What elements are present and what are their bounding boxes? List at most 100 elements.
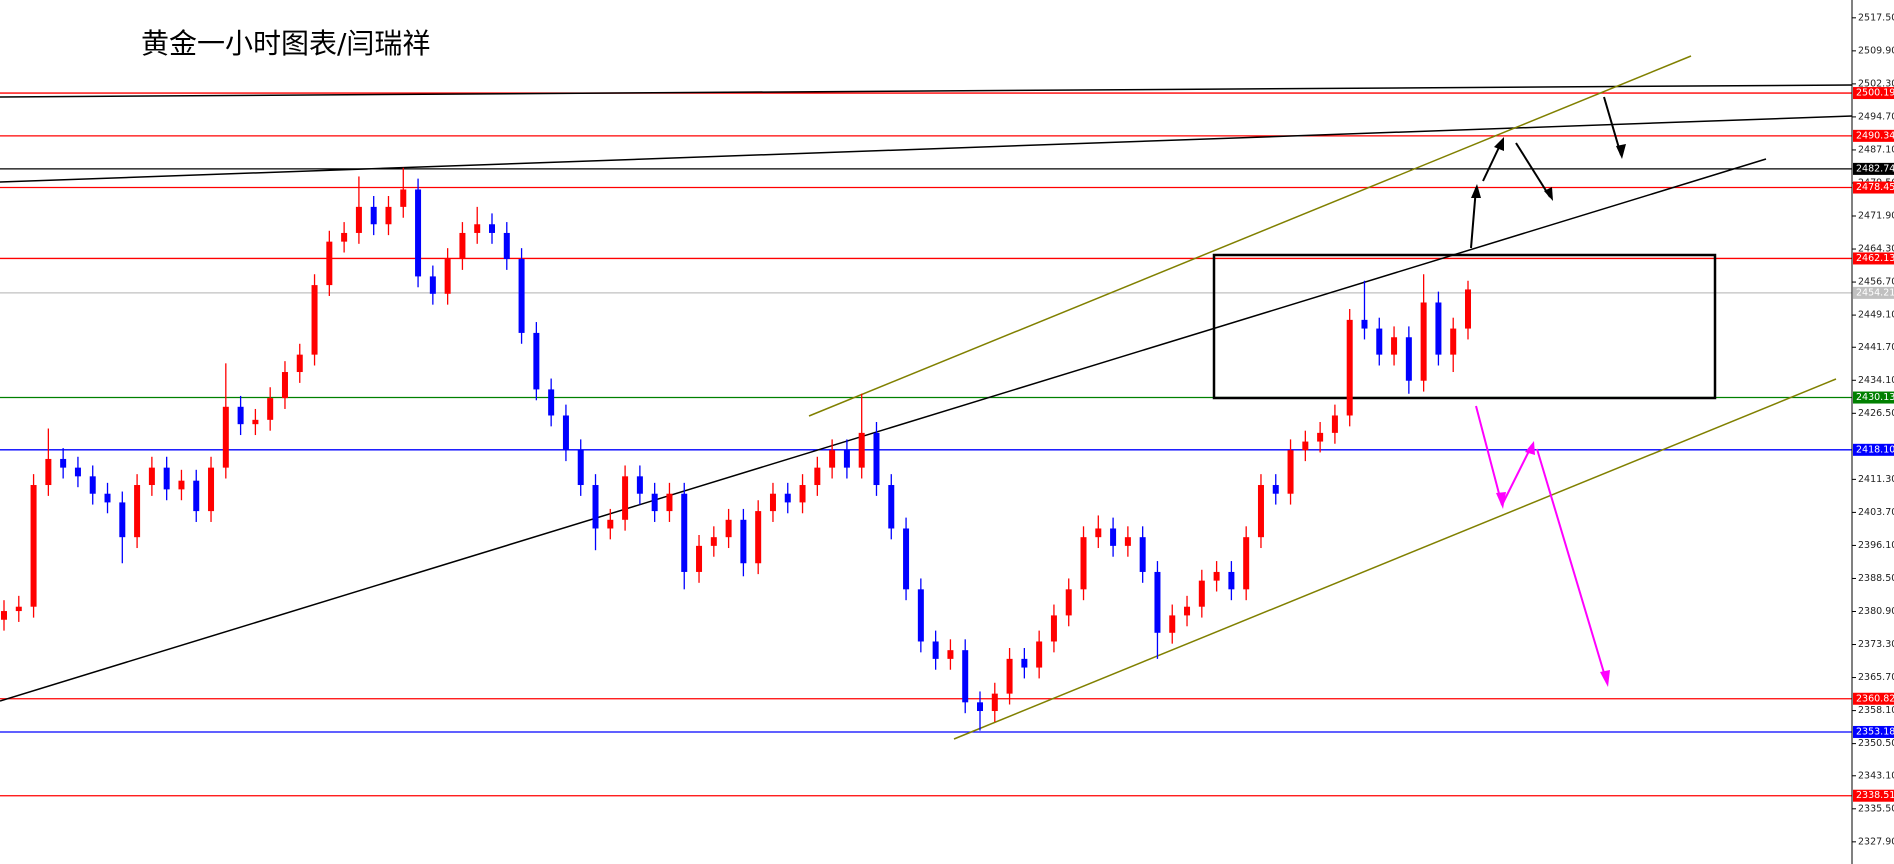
y-tick-label: 2403.70: [1858, 507, 1894, 518]
black-arrows: [1470, 96, 1622, 249]
level-label: 2490.34: [1856, 130, 1894, 141]
candle-body: [429, 276, 436, 294]
level-label: 2360.82: [1856, 693, 1894, 704]
candle-body: [74, 467, 81, 477]
candle-body: [400, 189, 407, 207]
candle-body: [163, 467, 170, 490]
level-label: 2338.51: [1856, 790, 1894, 801]
candle-body: [710, 537, 717, 546]
candle-body: [222, 406, 229, 468]
candle-body: [843, 450, 850, 468]
candle-body: [1420, 302, 1427, 381]
arrow-head: [1544, 187, 1553, 201]
candle-body: [622, 476, 629, 520]
candle-body: [903, 528, 910, 590]
candle-body: [1184, 606, 1191, 616]
candle-body: [1139, 537, 1146, 572]
candle-body: [917, 589, 924, 642]
candle-body: [252, 419, 259, 425]
candle-body: [370, 206, 377, 225]
candle-body: [799, 485, 806, 503]
y-tick-label: 2434.10: [1858, 375, 1894, 386]
candle-body: [829, 450, 836, 468]
candles: [1, 167, 1471, 731]
candle-body: [1361, 319, 1368, 329]
candle-body: [459, 232, 466, 260]
black-arrow-heads: [1471, 137, 1626, 201]
trend-line: [0, 158, 1767, 702]
candle-body: [1302, 441, 1309, 451]
candle-body: [1450, 328, 1457, 355]
y-tick-label: 2426.50: [1858, 408, 1894, 419]
candle-body: [1036, 641, 1043, 668]
level-tag: [1853, 129, 1894, 142]
candle-body: [326, 241, 333, 286]
level-tag: [1853, 443, 1894, 456]
y-tick-label: 2509.90: [1858, 45, 1894, 56]
level-tag: [1853, 252, 1894, 265]
y-tick-label: 2327.90: [1858, 836, 1894, 847]
candle-body: [208, 467, 215, 512]
candle-body: [119, 502, 126, 538]
candle-body: [1331, 415, 1338, 433]
y-tick-label: 2380.90: [1858, 606, 1894, 617]
y-tick-label: 2350.50: [1858, 738, 1894, 749]
magenta-arrow-heads: [1496, 441, 1610, 687]
y-tick-label: 2411.30: [1858, 474, 1894, 485]
channel-line: [953, 378, 1837, 740]
y-tick-label: 2494.70: [1858, 111, 1894, 122]
candle-body: [1095, 528, 1102, 538]
candle-body: [104, 493, 111, 503]
candle-body: [15, 606, 22, 612]
candle-body: [607, 519, 614, 529]
candle-body: [1110, 528, 1117, 546]
candle-body: [1257, 485, 1264, 538]
level-label: 2430.13: [1856, 392, 1894, 403]
candle-body: [533, 332, 540, 390]
candle-body: [814, 467, 821, 486]
level-tag: [1853, 181, 1894, 194]
candle-body: [267, 398, 274, 420]
level-label: 2462.13: [1856, 253, 1894, 264]
y-tick-label: 2517.50: [1858, 12, 1894, 23]
candle-body: [1006, 658, 1013, 694]
channel-line: [808, 55, 1692, 417]
arrow-head: [1600, 670, 1610, 687]
candle-body: [577, 450, 584, 486]
candle-body: [1287, 450, 1294, 494]
candle-body: [1065, 589, 1072, 616]
y-tick-label: 2335.50: [1858, 803, 1894, 814]
candle-body: [1021, 658, 1028, 668]
candle-body: [385, 206, 392, 225]
magenta-arrows: [1475, 405, 1608, 684]
candle-body: [681, 493, 688, 572]
y-tick-label: 2471.90: [1858, 211, 1894, 222]
candle-body: [592, 485, 599, 529]
candle-body: [1228, 571, 1235, 590]
candle-body: [1, 611, 7, 620]
candle-body: [311, 285, 318, 355]
candle-body: [888, 485, 895, 529]
y-tick-label: 2502.30: [1858, 78, 1894, 89]
level-tag: [1853, 391, 1894, 404]
candle-body: [932, 641, 939, 659]
chart-title: 黄金一小时图表/闫瑞祥: [141, 27, 430, 60]
candle-body: [873, 432, 880, 486]
arrow-head: [1471, 184, 1481, 198]
arrow-head: [1525, 441, 1535, 455]
candle-body: [89, 476, 96, 494]
arrow-head: [1616, 144, 1626, 159]
candle-body: [1391, 337, 1398, 355]
candle-body: [30, 485, 37, 607]
level-label: 2482.74: [1856, 163, 1894, 174]
candle-body: [1317, 432, 1324, 442]
candle-body: [1154, 571, 1161, 633]
candle-body: [1169, 615, 1176, 633]
candle-body: [355, 206, 362, 233]
level-label: 2478.45: [1856, 182, 1894, 193]
candle-body: [858, 432, 865, 468]
y-tick-label: 2343.10: [1858, 770, 1894, 781]
arrow: [1603, 96, 1622, 156]
